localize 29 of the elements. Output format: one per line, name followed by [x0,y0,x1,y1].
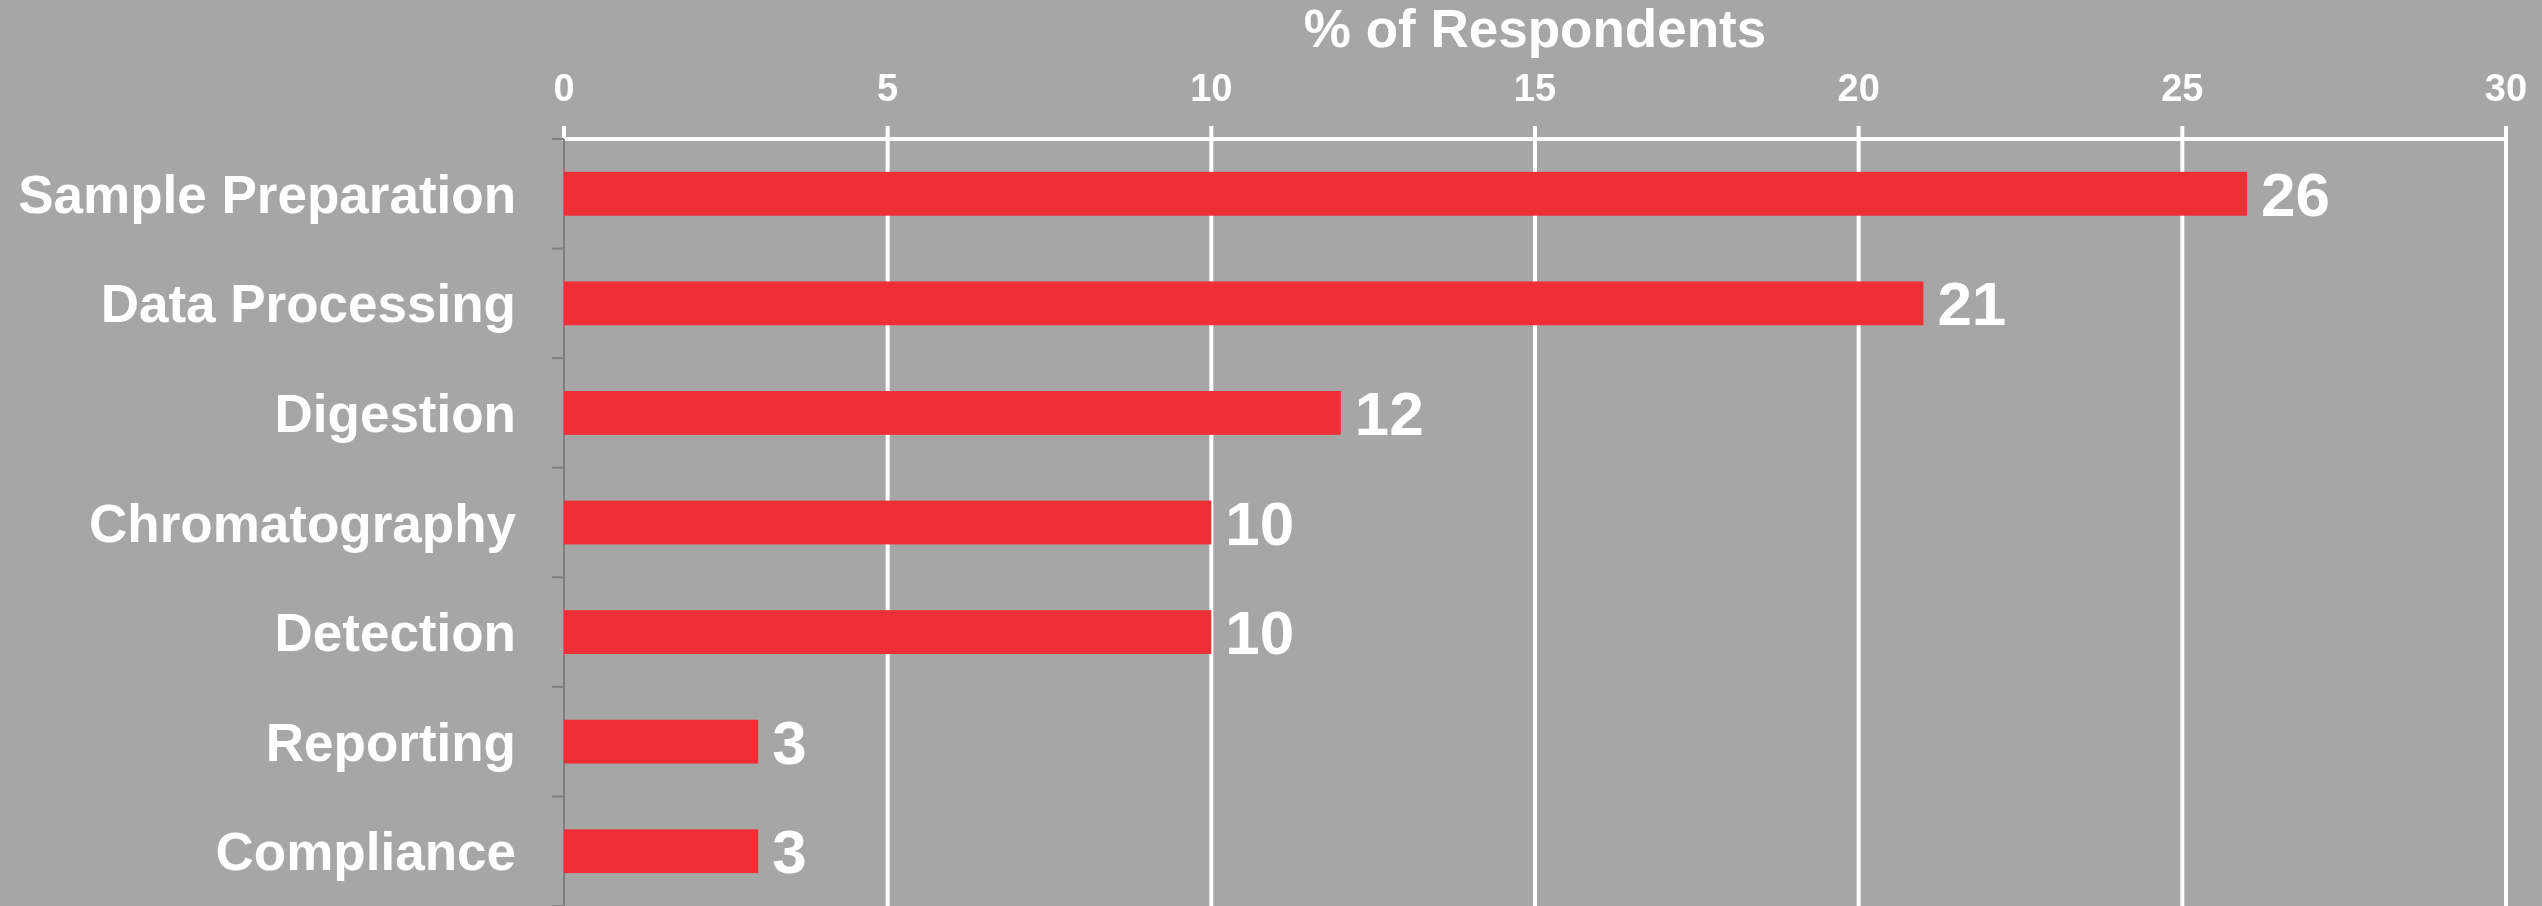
y-tick-label: Sample Preparation [18,164,516,224]
y-tick-label: Reporting [265,712,516,772]
x-tick-label: 25 [2161,67,2204,109]
bar [564,719,759,764]
y-tick-label: Digestion [274,383,516,443]
x-tick-label: 0 [553,67,575,109]
x-tick-label: 15 [1513,67,1557,109]
x-tick-label: 20 [1837,67,1880,109]
data-label: 26 [2261,159,2331,229]
x-axis-title: % of Respondents [1303,0,1767,58]
bar [564,829,759,874]
x-tick-label: 5 [877,67,899,109]
y-tick-label: Compliance [215,822,516,882]
data-label: 3 [772,707,807,777]
bar [564,500,1212,545]
x-tick-label: 30 [2484,67,2528,109]
data-label: 3 [772,817,807,887]
data-label: 10 [1225,488,1295,558]
x-tick-label: 10 [1190,67,1233,109]
data-label: 21 [1937,269,2007,339]
bar [564,391,1341,435]
bar [564,281,1924,326]
y-tick-label: Data Processing [100,274,516,334]
bar [564,610,1212,654]
y-tick-label: Chromatography [89,493,517,553]
bar [564,171,2248,216]
data-label: 12 [1354,378,1424,448]
data-label: 10 [1225,598,1295,668]
y-tick-label: Detection [274,603,516,663]
